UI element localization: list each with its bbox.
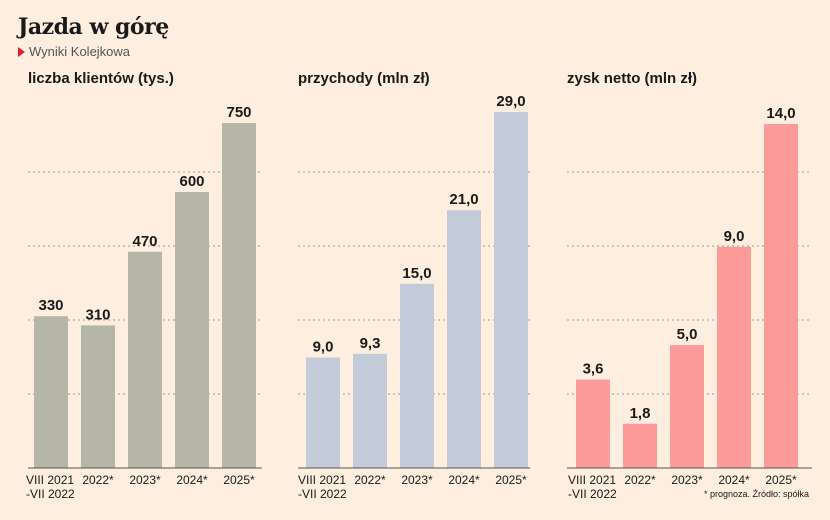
tick-label-profit-4-0: 2025*: [765, 473, 797, 487]
value-label-revenue-3: 21,0: [449, 191, 478, 208]
bar-profit-3: [717, 246, 751, 468]
value-label-revenue-2: 15,0: [402, 265, 431, 282]
triangle-marker-icon: [18, 47, 25, 57]
page-title: Jazda w górę: [18, 14, 169, 40]
value-label-clients-3: 600: [179, 173, 204, 190]
tick-label-revenue-4-0: 2025*: [495, 473, 527, 487]
bar-revenue-4: [494, 112, 528, 468]
value-label-profit-4: 14,0: [766, 105, 795, 122]
bar-profit-2: [670, 345, 704, 468]
value-label-profit-2: 5,0: [677, 326, 698, 343]
bar-clients-0: [34, 316, 68, 468]
bar-revenue-0: [306, 357, 340, 468]
tick-label-revenue-2-0: 2023*: [401, 473, 433, 487]
value-label-profit-0: 3,6: [583, 361, 604, 378]
bar-clients-4: [222, 123, 256, 468]
bar-profit-0: [576, 379, 610, 468]
value-label-profit-1: 1,8: [630, 405, 651, 422]
bar-profit-1: [623, 423, 657, 468]
tick-label-clients-1-0: 2022*: [82, 473, 114, 487]
tick-label-clients-3-0: 2024*: [176, 473, 208, 487]
bar-revenue-1: [353, 353, 387, 468]
panel-title-revenue: przychody (mln zł): [298, 70, 430, 87]
bar-revenue-2: [400, 283, 434, 468]
tick-label-clients-0-0: VIII 2021: [26, 473, 74, 487]
tick-label-profit-3-0: 2024*: [718, 473, 750, 487]
value-label-revenue-4: 29,0: [496, 93, 525, 110]
bar-profit-4: [764, 124, 798, 468]
panel-title-clients: liczba klientów (tys.): [28, 70, 174, 87]
value-label-revenue-1: 9,3: [360, 335, 381, 352]
tick-label-clients-0-1: -VII 2022: [26, 487, 75, 501]
value-label-clients-0: 330: [38, 297, 63, 314]
tick-label-revenue-1-0: 2022*: [354, 473, 386, 487]
tick-label-profit-0-0: VIII 2021: [568, 473, 616, 487]
subtitle-text: Wyniki Kolejkowa: [29, 44, 131, 59]
bar-revenue-3: [447, 210, 481, 468]
value-label-clients-2: 470: [132, 233, 157, 250]
bar-clients-1: [81, 325, 115, 468]
value-label-clients-1: 310: [85, 306, 110, 323]
footnote: * prognoza. Źródło: spółka: [704, 489, 810, 499]
tick-label-revenue-3-0: 2024*: [448, 473, 480, 487]
panel-title-profit: zysk netto (mln zł): [567, 70, 698, 87]
bar-clients-2: [128, 251, 162, 468]
tick-label-revenue-0-0: VIII 2021: [298, 473, 346, 487]
tick-label-clients-4-0: 2025*: [223, 473, 255, 487]
tick-label-profit-1-0: 2022*: [624, 473, 656, 487]
value-label-clients-4: 750: [226, 104, 251, 121]
bar-clients-3: [175, 192, 209, 468]
tick-label-profit-2-0: 2023*: [671, 473, 703, 487]
tick-label-profit-0-1: -VII 2022: [568, 487, 617, 501]
value-label-revenue-0: 9,0: [313, 339, 334, 356]
subtitle: Wyniki Kolejkowa: [18, 44, 130, 59]
tick-label-clients-2-0: 2023*: [129, 473, 161, 487]
value-label-profit-3: 9,0: [724, 228, 745, 245]
tick-label-revenue-0-1: -VII 2022: [298, 487, 347, 501]
